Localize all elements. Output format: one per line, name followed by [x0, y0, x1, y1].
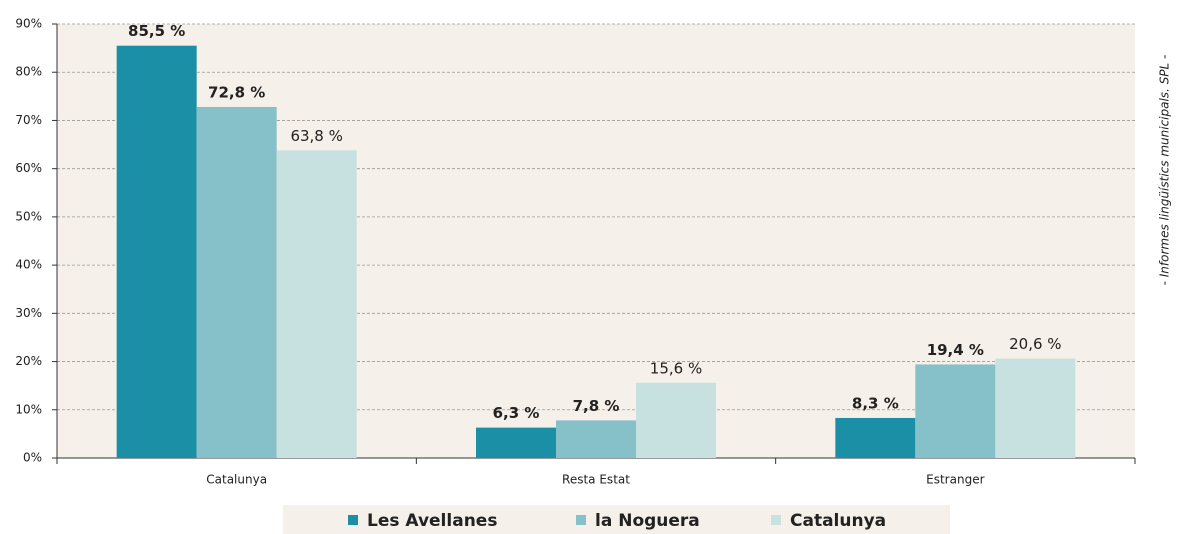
bar [636, 382, 716, 458]
x-tick-label: Estranger [926, 473, 984, 487]
bar [196, 106, 277, 458]
bar [476, 427, 556, 458]
y-tick-label: 60% [15, 161, 42, 175]
legend-swatch [348, 515, 358, 525]
legend-background [283, 505, 950, 534]
y-tick-label: 0% [23, 451, 42, 465]
y-tick-label: 70% [15, 113, 42, 127]
value-label: 72,8 % [208, 83, 265, 101]
legend-label: Catalunya [790, 511, 886, 531]
y-tick-label: 90% [15, 17, 42, 31]
bar [835, 417, 916, 458]
x-tick-label: Resta Estat [562, 473, 630, 487]
value-label: 63,8 % [290, 127, 342, 145]
x-tick-label: Catalunya [206, 473, 267, 487]
legend-label: Les Avellanes [367, 511, 497, 531]
value-label: 85,5 % [128, 22, 185, 40]
bar [995, 358, 1076, 458]
bar [915, 364, 996, 458]
y-tick-label: 80% [15, 65, 42, 79]
legend-swatch [576, 515, 586, 525]
legend-label: la Noguera [595, 511, 700, 531]
value-label: 7,8 % [573, 397, 620, 415]
y-tick-label: 40% [15, 258, 42, 272]
bar [276, 150, 357, 458]
value-label: 20,6 % [1009, 335, 1061, 353]
y-tick-label: 50% [15, 209, 42, 223]
bar [556, 420, 636, 458]
source-note: - Informes lingüístics municipals. SPL - [1158, 55, 1172, 286]
value-label: 15,6 % [650, 359, 702, 377]
bar [116, 45, 197, 458]
legend-swatch [771, 515, 781, 525]
value-label: 6,3 % [493, 404, 540, 422]
value-label: 8,3 % [852, 394, 899, 412]
value-label: 19,4 % [927, 341, 984, 359]
y-tick-label: 30% [15, 306, 42, 320]
y-tick-label: 20% [15, 354, 42, 368]
y-tick-label: 10% [15, 402, 42, 416]
